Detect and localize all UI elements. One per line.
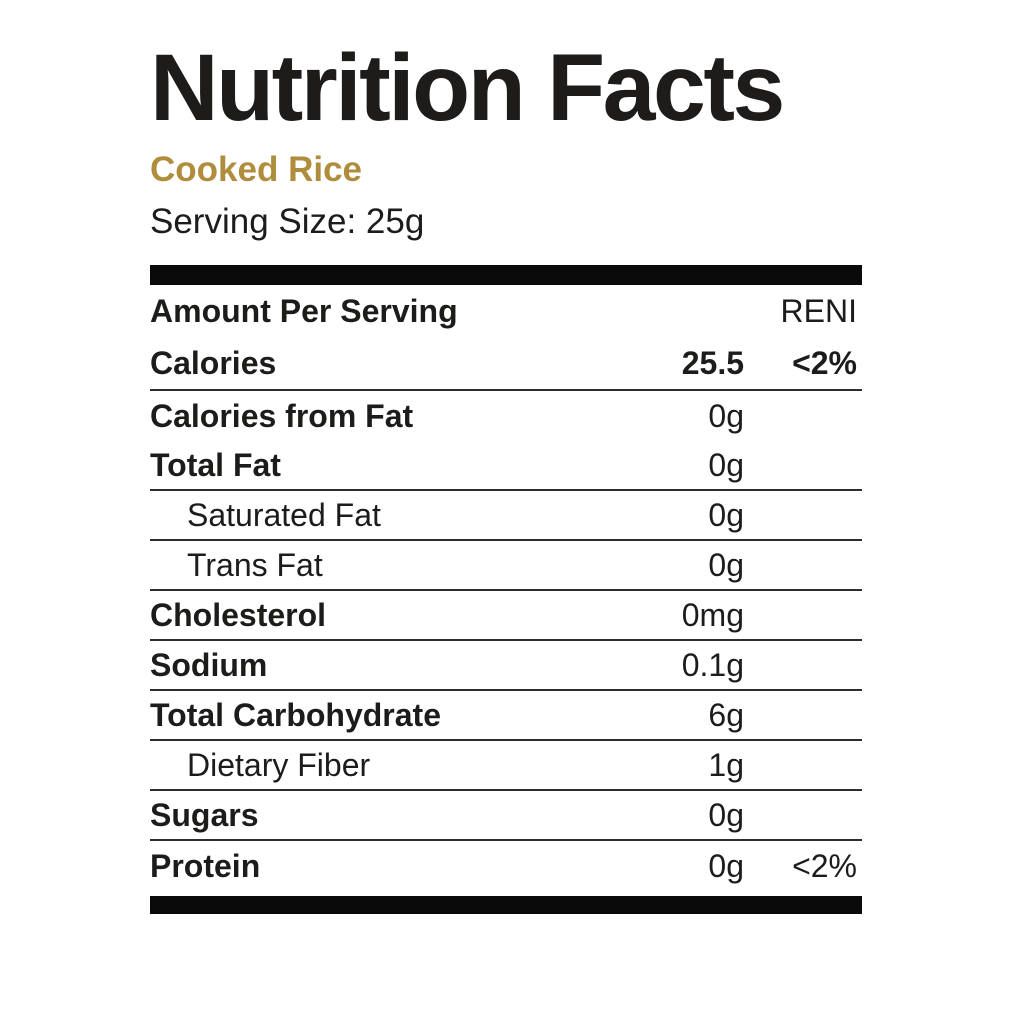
table-row-dietary-fiber: Dietary Fiber 1g: [150, 741, 862, 791]
row-value: 25.5: [681, 344, 744, 381]
row-value: 1g: [708, 746, 744, 783]
row-value: 0g: [708, 796, 744, 833]
row-percent: <2%: [792, 344, 857, 381]
nutrition-facts-label: Nutrition Facts Cooked Rice Serving Size…: [150, 35, 862, 914]
row-value: 0g: [708, 397, 744, 434]
table-row-trans-fat: Trans Fat 0g: [150, 541, 862, 591]
row-label: Dietary Fiber: [187, 746, 371, 783]
table-row-total-fat: Total Fat 0g: [150, 441, 862, 491]
row-value: 0g: [708, 446, 744, 483]
table-header-row: Amount Per Serving RENI: [150, 285, 862, 337]
row-value: 0g: [708, 496, 744, 533]
table-row-calories: Calories 25.5 <2%: [150, 337, 862, 391]
row-label: Sodium: [150, 646, 268, 683]
row-label: Cholesterol: [150, 596, 327, 633]
row-value: 0mg: [681, 596, 744, 633]
row-label: Total Fat: [150, 446, 281, 483]
bottom-divider-bar: [150, 896, 862, 914]
row-label: Calories: [150, 344, 277, 381]
serving-size: Serving Size: 25g: [150, 202, 425, 241]
label-title: Nutrition Facts: [150, 35, 785, 141]
table-row-sugars: Sugars 0g: [150, 791, 862, 841]
top-divider-bar: [150, 265, 862, 285]
row-value: 0g: [708, 847, 744, 884]
row-value: 0g: [708, 546, 744, 583]
table-row-cholesterol: Cholesterol 0mg: [150, 591, 862, 641]
row-percent: <2%: [792, 847, 857, 884]
row-label: Sugars: [150, 796, 259, 833]
row-label: Total Carbohydrate: [150, 696, 441, 733]
table-row-calories-from-fat: Calories from Fat 0g: [150, 391, 862, 441]
product-name: Cooked Rice: [150, 150, 362, 189]
row-label: Protein: [150, 847, 261, 884]
row-label: Trans Fat: [187, 546, 323, 583]
amount-per-serving-header: Amount Per Serving: [150, 292, 458, 329]
row-label: Calories from Fat: [150, 397, 414, 434]
row-value: 0.1g: [681, 646, 744, 683]
reni-column-header: RENI: [780, 292, 857, 329]
table-row-sodium: Sodium 0.1g: [150, 641, 862, 691]
table-row-total-carbohydrate: Total Carbohydrate 6g: [150, 691, 862, 741]
table-row-protein: Protein 0g <2%: [150, 841, 862, 891]
table-row-saturated-fat: Saturated Fat 0g: [150, 491, 862, 541]
row-value: 6g: [708, 696, 744, 733]
row-label: Saturated Fat: [187, 496, 381, 533]
